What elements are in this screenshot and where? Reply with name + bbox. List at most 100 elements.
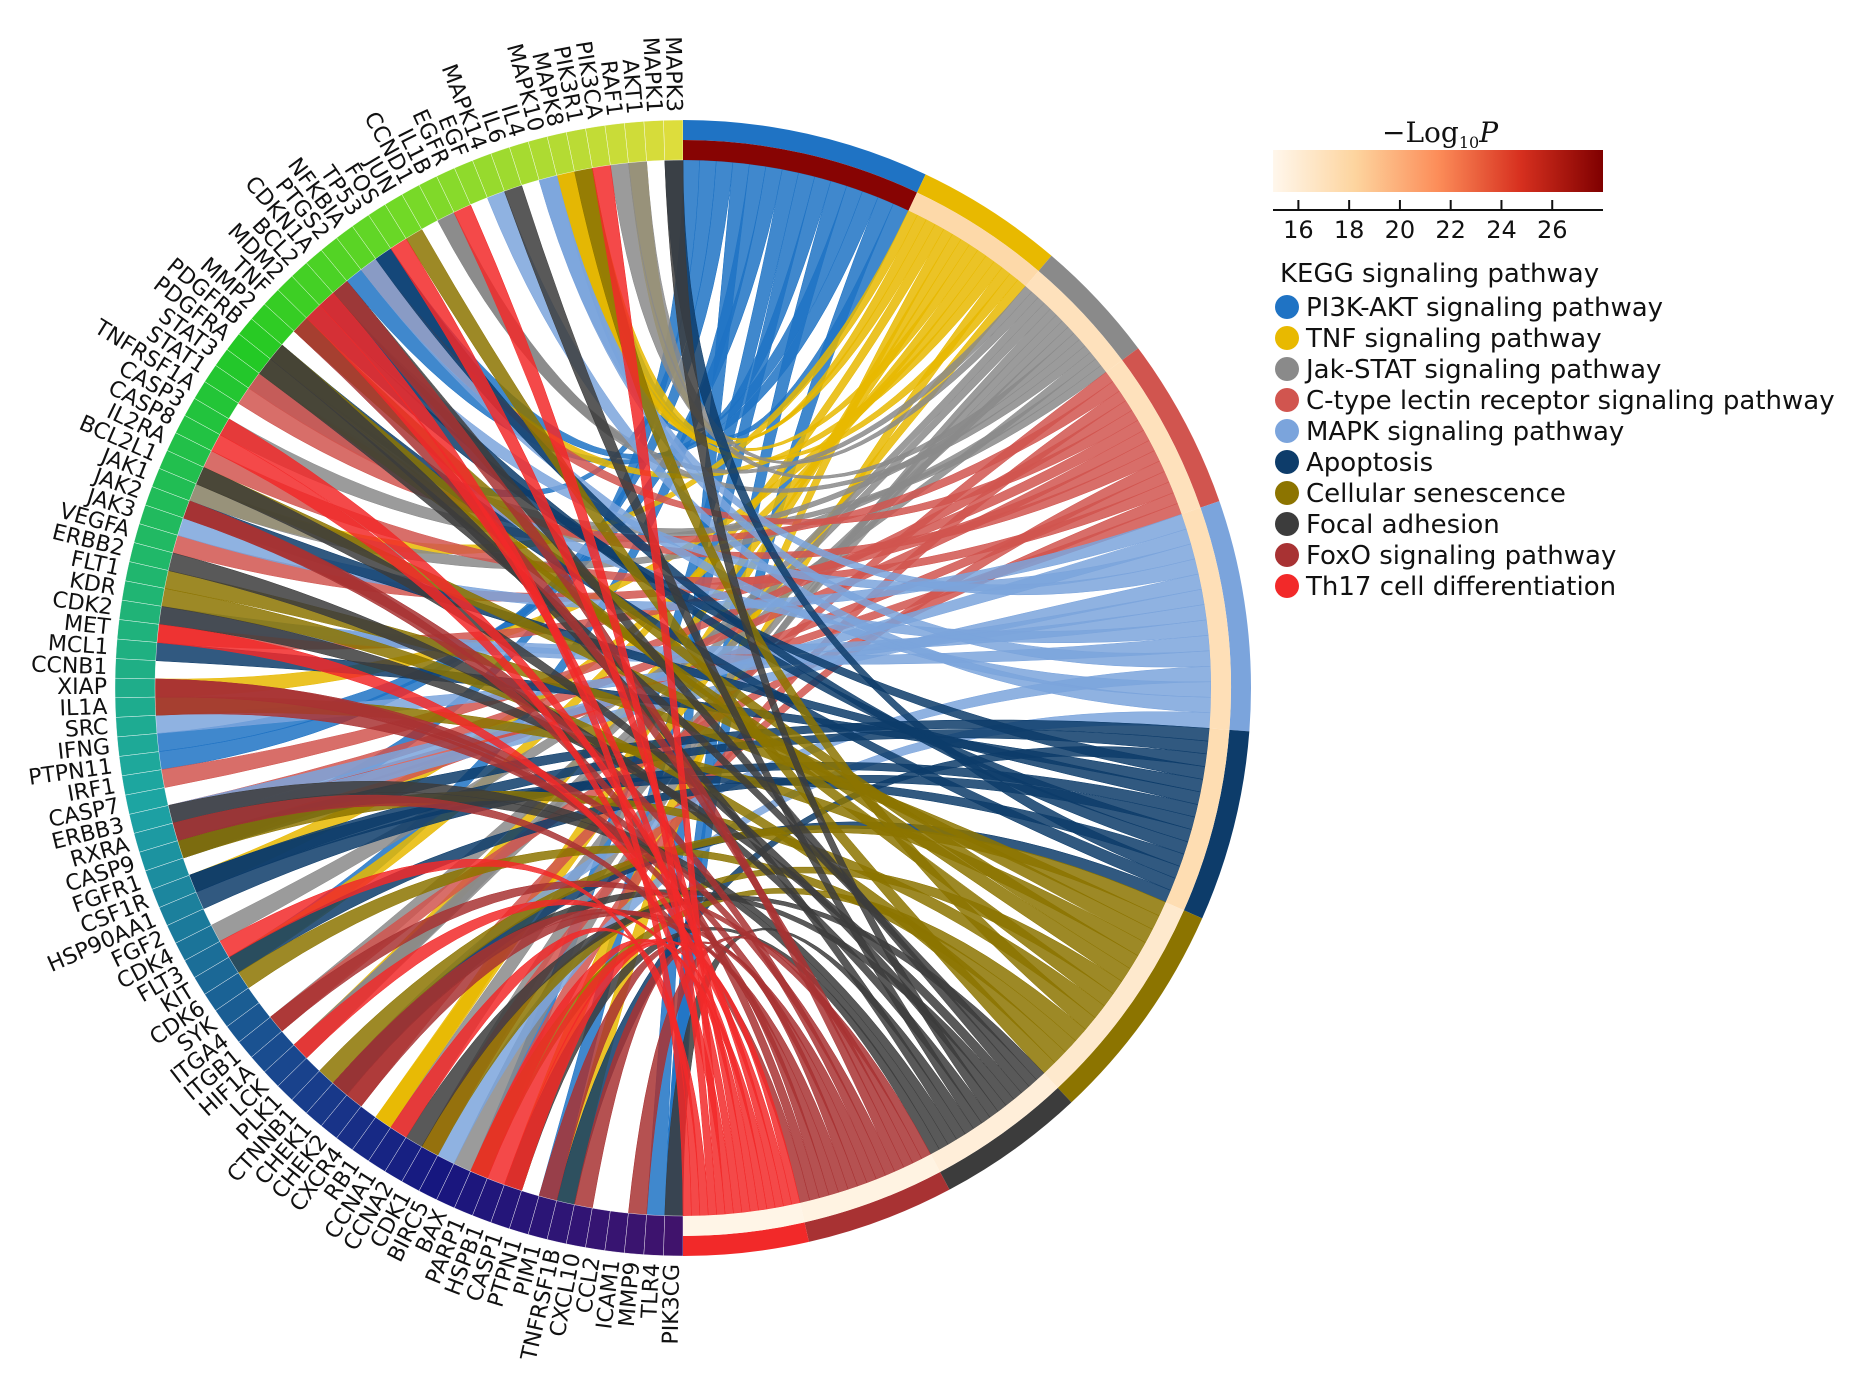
- pvalue-arc: [908, 192, 1039, 287]
- gene-arc: [139, 504, 184, 536]
- gene-arc: [121, 580, 165, 607]
- legend-swatch: [1275, 543, 1299, 567]
- gene-arc: [454, 160, 488, 205]
- gene-arc: [238, 318, 283, 360]
- gene-arc: [277, 275, 320, 319]
- gene-arc: [115, 715, 158, 738]
- pvalue-arc: [1165, 728, 1230, 911]
- gene-arc: [204, 972, 249, 1011]
- gene-arc: [139, 840, 184, 872]
- gene-arc: [129, 805, 173, 834]
- legend-item: PI3K-AKT signaling pathway: [1306, 293, 1663, 323]
- gene-arc: [277, 1057, 320, 1101]
- gene-label: XIAP: [57, 675, 107, 700]
- gene-arc: [509, 1190, 540, 1235]
- gene-arc: [527, 1195, 557, 1240]
- colorbar: −Log10P 16 18 20 22 24 26: [1273, 116, 1603, 244]
- gene-label: MAPK3: [660, 36, 686, 112]
- gene-arc: [643, 120, 665, 162]
- gene-arc: [401, 184, 438, 230]
- pathway-arc: [1122, 348, 1220, 508]
- gene-arc: [509, 141, 540, 186]
- gene-arc: [401, 1146, 438, 1192]
- legend-swatch: [1275, 574, 1299, 598]
- gene-arc: [490, 1184, 522, 1230]
- pathway-legend: KEGG signaling pathway PI3K-AKT signalin…: [1275, 259, 1835, 602]
- gene-arc: [264, 289, 307, 332]
- legend-item: MAPK signaling pathway: [1306, 417, 1624, 447]
- legend-item: C-type lectin receptor signaling pathway: [1306, 386, 1835, 416]
- gene-arc: [663, 1215, 684, 1257]
- gene-label: IL1A: [59, 695, 108, 722]
- gene-arc: [145, 486, 190, 519]
- gene-label: AKT1: [617, 58, 647, 115]
- gene-arc: [114, 658, 156, 680]
- colorbar-title: −Log10P: [1382, 116, 1499, 152]
- legend-swatch: [1275, 295, 1299, 319]
- gene-arc: [472, 153, 505, 198]
- gene-label: MET: [63, 611, 112, 641]
- gene-arc: [226, 333, 271, 374]
- gene-label: SRC: [64, 715, 109, 743]
- pathway-arc: [683, 1222, 809, 1256]
- pvalue-arc: [1181, 507, 1231, 730]
- gene-arcs: [114, 119, 684, 1257]
- legend-swatch: [1275, 512, 1299, 536]
- gene-arc: [115, 638, 158, 661]
- gene-label: IFNG: [56, 735, 111, 765]
- gene-arc: [158, 891, 204, 926]
- pathway-arc: [804, 1171, 950, 1242]
- pathway-arc: [1200, 501, 1251, 732]
- gene-arc: [527, 136, 557, 181]
- pathway-arc: [1057, 910, 1203, 1103]
- gene-arc: [151, 468, 197, 502]
- gene-arc: [184, 398, 230, 435]
- colorbar-tick-label: 16: [1283, 216, 1314, 244]
- gene-arc: [306, 1082, 348, 1127]
- gene-arc: [624, 121, 647, 164]
- gene-arc: [238, 1016, 283, 1058]
- pvalue-arc: [1044, 902, 1184, 1088]
- gene-arc: [454, 1171, 488, 1216]
- gene-arc: [158, 450, 204, 485]
- gene-arc: [116, 619, 160, 643]
- pathway-arc: [917, 174, 1052, 271]
- legend-item: Cellular senescence: [1306, 479, 1566, 509]
- colorbar-gradient: [1273, 150, 1603, 192]
- gene-arc: [204, 365, 249, 404]
- gene-arc: [251, 303, 295, 346]
- gene-arc: [175, 924, 221, 961]
- gene-arc: [472, 1178, 505, 1223]
- gene-arc: [320, 1094, 362, 1139]
- gene-labels: MAPK3MAPK1AKT1RAF1PIK3CAPIK3R1MAPK8MAPK1…: [27, 36, 686, 1364]
- pathway-arc: [1183, 729, 1250, 919]
- legend-swatch: [1275, 450, 1299, 474]
- gene-label: MCL1: [47, 631, 109, 660]
- gene-label: MMP9: [615, 1261, 646, 1328]
- pvalue-arc: [683, 140, 918, 211]
- gene-arc: [118, 751, 162, 777]
- gene-arc: [604, 1210, 629, 1254]
- gene-arc: [384, 1137, 422, 1182]
- gene-arc: [124, 561, 169, 589]
- colorbar-ticks: 16 18 20 22 24 26: [1283, 200, 1568, 244]
- colorbar-tick-label: 22: [1435, 216, 1466, 244]
- gene-label: MAPK1: [637, 36, 666, 113]
- gene-arc: [368, 1127, 407, 1172]
- colorbar-tick-label: 26: [1537, 216, 1568, 244]
- gene-arc: [226, 1002, 271, 1043]
- pvalue-arc: [1025, 270, 1123, 373]
- gene-arc: [118, 599, 162, 625]
- gene-arc: [215, 349, 260, 389]
- legend-item: TNF signaling pathway: [1305, 324, 1602, 354]
- pvalue-arc: [683, 1202, 805, 1236]
- gene-arc: [133, 523, 178, 554]
- gene-arc: [133, 822, 178, 853]
- gene-arc: [436, 167, 471, 213]
- legend-item: Focal adhesion: [1306, 510, 1500, 540]
- gene-arc: [546, 131, 575, 176]
- legend-swatch: [1275, 419, 1299, 443]
- gene-arc: [291, 1070, 334, 1114]
- gene-arc: [368, 204, 407, 249]
